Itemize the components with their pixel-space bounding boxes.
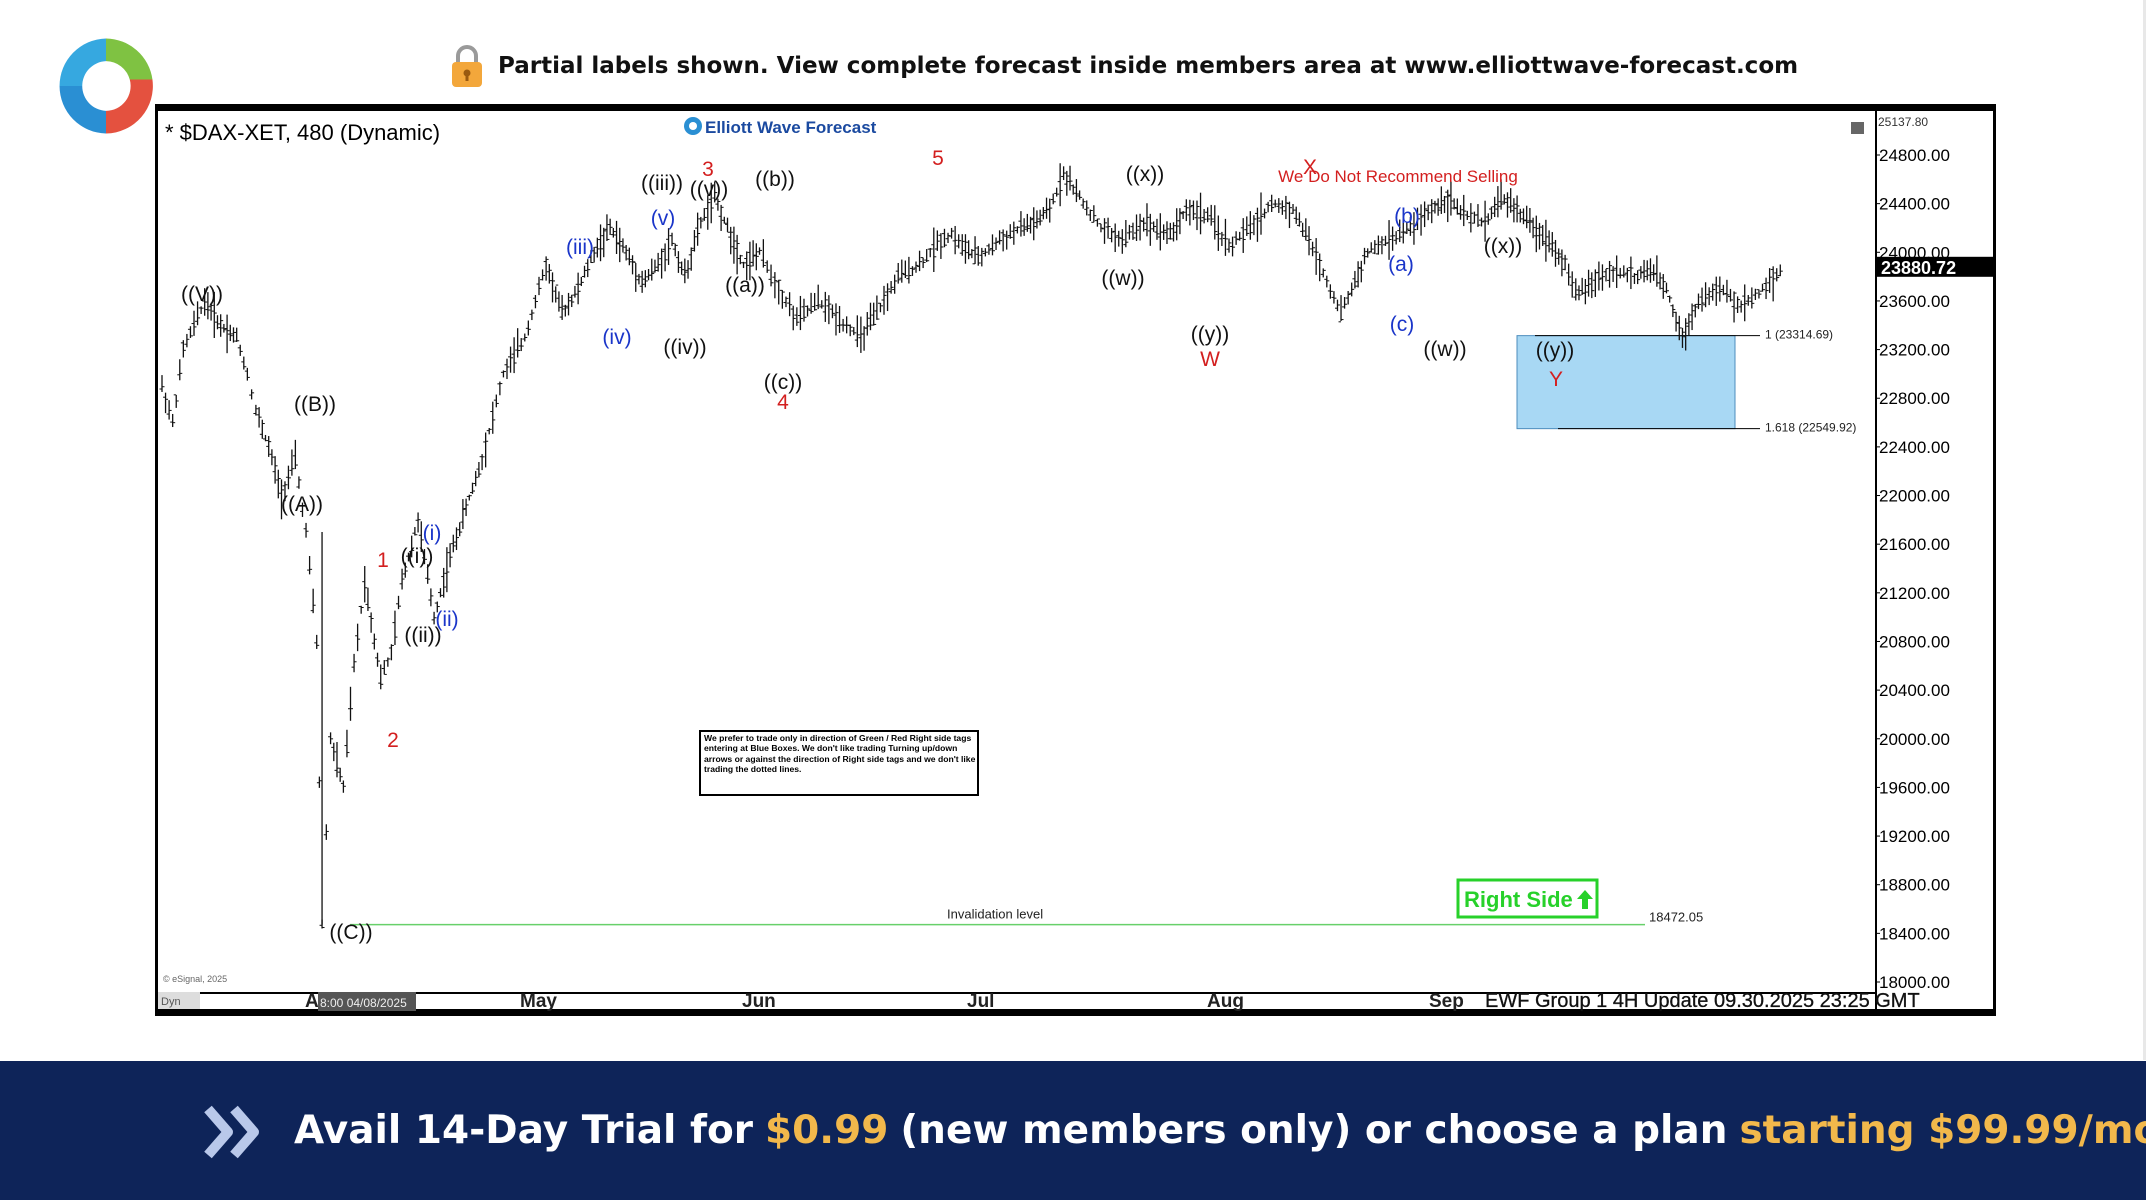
wave-label: 4	[777, 391, 789, 414]
last-price-tag	[1877, 256, 1996, 277]
invalidation-value-label: 18472.05	[1649, 910, 1703, 925]
brand-logo: Elliott Wave Forecast	[684, 117, 877, 137]
wave-label: 5	[932, 147, 944, 170]
promo-plan: starting $99.99/mo	[1739, 1108, 2146, 1153]
wave-label: W	[1200, 348, 1220, 371]
x-tick-label: Aug	[1207, 991, 1244, 1012]
wave-label: ((b))	[755, 168, 795, 191]
wave-label: ((c))	[764, 371, 802, 394]
fib-1-label: 1 (23314.69)	[1765, 328, 1833, 342]
chart-settings-icon	[1851, 122, 1864, 134]
wave-label: (ii)	[435, 608, 458, 631]
wave-label: ((x))	[1484, 235, 1522, 258]
y-tick-label: 18000.00	[1879, 973, 1950, 992]
wave-label: ((B))	[294, 393, 336, 416]
x-tick-label: May	[520, 991, 557, 1012]
wave-label: 2	[387, 729, 399, 752]
lock-icon	[452, 45, 482, 87]
top-banner: Partial labels shown. View complete fore…	[450, 44, 1798, 88]
wave-label: ((v))	[690, 178, 728, 201]
wave-label: ((V))	[181, 283, 223, 306]
wave-label: ((ii))	[404, 624, 441, 647]
wave-label: ((A))	[281, 493, 323, 516]
wave-label: ((iv))	[663, 336, 706, 359]
last-price-label: 23880.72	[1881, 258, 1956, 278]
trading-note-box: We prefer to trade only in direction of …	[699, 730, 979, 796]
x-tick-label: Sep	[1429, 991, 1464, 1012]
y-tick-label: 20400.00	[1879, 681, 1950, 700]
y-tick-label: 23200.00	[1879, 341, 1950, 360]
up-arrow-icon	[1577, 890, 1593, 909]
wave-label: (c)	[1390, 313, 1415, 336]
trading-note-text: We prefer to trade only in direction of …	[704, 733, 976, 774]
wave-label: ((i))	[401, 545, 434, 568]
wave-label: ((w))	[1423, 338, 1466, 361]
x-tick-label: Jul	[967, 991, 994, 1012]
promo-text: Avail 14-Day Trial for $0.99 (new member…	[294, 1061, 2146, 1200]
wave-label: ((y))	[1191, 323, 1229, 346]
x-tick-label: Jun	[742, 991, 776, 1012]
wave-label: (i)	[423, 522, 442, 545]
y-tick-label: 19200.00	[1879, 827, 1950, 846]
wave-label: ((y))	[1536, 339, 1574, 362]
right-side-label: Right Side	[1464, 887, 1573, 912]
page-scrollbar[interactable]	[2143, 0, 2146, 1060]
wave-label: (iii)	[566, 236, 594, 259]
y-tick-label: 22400.00	[1879, 438, 1950, 457]
wave-label: 1	[377, 549, 389, 572]
cursor-date-box	[318, 992, 416, 1011]
y-tick-label: 19600.00	[1879, 778, 1950, 797]
chart-title: * $DAX-XET, 480 (Dynamic)	[165, 120, 440, 145]
promo-part1: Avail 14-Day Trial for	[294, 1108, 753, 1153]
y-axis: 24800.0024400.0024000.0023600.0023200.00…	[1875, 115, 1950, 992]
chart-frame: 24800.00 24400.00 24000.00 23600.00 23200.00…	[155, 104, 1996, 1016]
wave-label: ((C))	[329, 921, 372, 944]
x-axis-panel	[158, 994, 1875, 1009]
wave-label: 3	[702, 158, 714, 181]
y-tick-label: 18400.00	[1879, 924, 1950, 943]
chart-footer-info: EWF Group 1 4H Update 09.30.2025 23:25 G…	[1485, 990, 1920, 1012]
y-tick-label: 22000.00	[1879, 487, 1950, 506]
y-tick-label: 22800.00	[1879, 389, 1950, 408]
wave-label: Y	[1549, 368, 1563, 391]
price-bars	[159, 163, 1783, 929]
wave-label: ((x))	[1126, 163, 1164, 186]
y-tick-label: 21600.00	[1879, 535, 1950, 554]
wave-labels: ((V)) ((B)) ((A)) ((C)) 1 2 ((i))(i) ((ii))(ii)…	[181, 147, 1574, 944]
wave-label: (iv)	[602, 326, 631, 349]
right-side-tag: Right Side	[1456, 878, 1599, 919]
plot-area	[158, 111, 1875, 992]
dyn-box	[158, 992, 200, 1009]
double-chevron-right-icon	[204, 1105, 259, 1159]
blue-box	[1516, 335, 1736, 430]
wave-label: (v)	[651, 207, 676, 230]
invalidation-label: Invalidation level	[947, 907, 1043, 922]
dyn-label: Dyn	[161, 996, 181, 1008]
ewf-logo-icon	[56, 36, 156, 136]
promo-footer[interactable]: Avail 14-Day Trial for $0.99 (new member…	[0, 1061, 2146, 1200]
wave-label: ((w))	[1101, 267, 1144, 290]
top-value-label: 25137.80	[1878, 115, 1928, 129]
y-tick-label: 20800.00	[1879, 632, 1950, 651]
y-tick-label: 23600.00	[1879, 292, 1950, 311]
wave-label: X	[1303, 156, 1317, 179]
wave-label: (b)	[1394, 205, 1420, 228]
elliott-wave-chart[interactable]: 24800.0024400.0024000.0023600.0023200.00…	[155, 104, 1996, 1016]
wave-label: (a)	[1388, 253, 1414, 276]
y-tick-label: 20000.00	[1879, 730, 1950, 749]
wave-label: ((iii))	[641, 172, 683, 195]
fib-1618-label: 1.618 (22549.92)	[1765, 421, 1856, 435]
y-tick-label: 18800.00	[1879, 876, 1950, 895]
y-tick-label: 24800.00	[1879, 146, 1950, 165]
copyright-label: © eSignal, 2025	[163, 974, 227, 984]
y-tick-label: 24400.00	[1879, 195, 1950, 214]
wave-label: ((a))	[725, 274, 765, 297]
promo-price: $0.99	[764, 1108, 889, 1153]
top-banner-text[interactable]: Partial labels shown. View complete fore…	[498, 53, 1799, 79]
promo-part2: (new members only) or choose a plan	[900, 1108, 1728, 1153]
y-tick-label: 21200.00	[1879, 584, 1950, 603]
brand-label: Elliott Wave Forecast	[705, 118, 877, 137]
cursor-date-label: 8:00 04/08/2025	[320, 996, 407, 1010]
no-selling-annotation: We Do Not Recommend Selling	[1278, 167, 1518, 186]
